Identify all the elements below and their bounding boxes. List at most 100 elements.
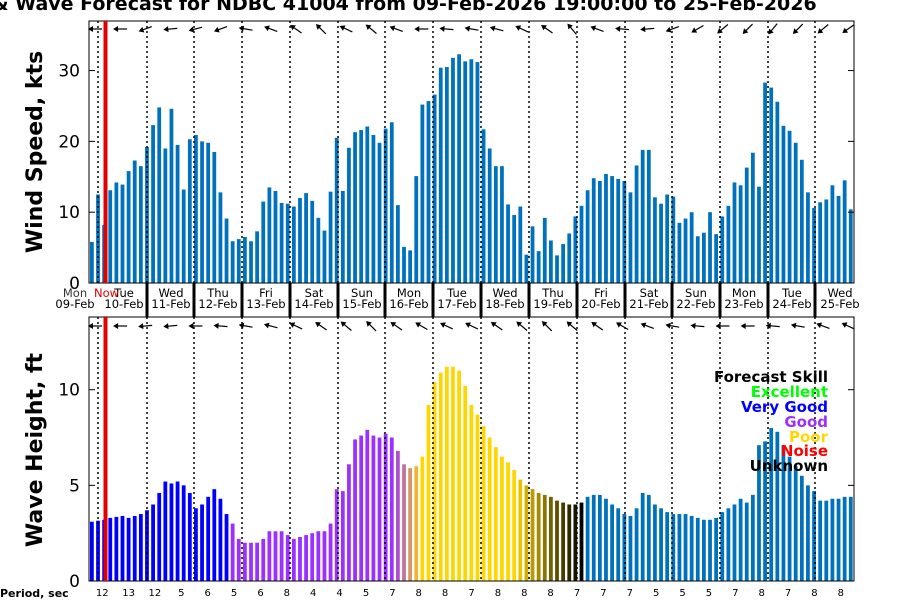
day-of-week-label: Mon [63,286,87,300]
wave-bar [285,535,290,581]
wind-bar [316,217,321,283]
wave-bar [738,498,743,581]
legend-title: Forecast Skill [714,368,828,386]
direction-arrow [389,25,403,32]
wave-bar [310,533,315,581]
direction-arrow [315,321,327,331]
wind-bar [536,251,541,283]
wind-bar [243,236,247,283]
legend-item-noise: Noise [781,442,828,460]
wind-bar [426,101,431,284]
wind-bar [806,192,810,283]
wave-bar [359,435,364,581]
now-marker: Now [94,21,119,581]
wind-bar [383,128,388,283]
period-tick: 8 [442,588,448,599]
wind-bar [291,206,296,283]
wind-bar [757,186,761,283]
period-label: Period, sec [0,587,69,600]
period-tick: 5 [653,588,659,599]
wave-bar [561,502,566,581]
direction-arrow [339,25,353,33]
wave-bar [469,405,474,581]
period-tick: 5 [178,588,184,599]
wind-bar [604,173,608,283]
wave-bar [585,496,590,581]
wind-bar [818,202,823,283]
wave-bar [744,502,749,581]
date-label: 25-Feb [820,297,859,311]
wind-bar [377,142,382,283]
wind-bar [267,187,272,283]
wind-bar [518,206,523,283]
period-tick: 7 [732,588,738,599]
wave-bar [597,494,602,581]
period-tick: 4 [310,588,316,599]
wind-bar [126,171,131,283]
wind-bar [132,160,137,283]
wave-bar [340,491,345,581]
wave-bar [322,531,327,581]
wind-bar [702,232,706,283]
date-label: 20-Feb [581,297,620,311]
direction-arrow [616,322,629,331]
wave-bar [579,502,584,581]
wind-bar [163,148,168,283]
wave-bar [371,435,376,581]
wind-bar [579,205,584,283]
wave-bar [451,366,455,581]
date-label: 17-Feb [437,297,476,311]
wind-bar [432,94,437,283]
wave-bar [787,456,792,581]
direction-arrow [790,322,805,329]
wave-bar [812,491,816,581]
period-tick: 5 [363,588,369,599]
direction-arrow [490,321,503,331]
wave-y-axis-label: Wave Height, ft [23,352,48,547]
period-tick: 5 [679,588,685,599]
day-of-week-label: Fri [259,286,273,300]
wind-bar [408,250,413,283]
wave-bar [108,517,113,581]
direction-arrow [439,25,454,32]
wave-bar [512,470,517,581]
day-of-week-label: Fri [594,286,608,300]
wind-bar [396,205,400,283]
wave-bar [750,494,755,581]
wave-bar [824,500,829,581]
wind-bar [561,244,566,283]
wave-bar [757,445,761,581]
direction-arrow [340,321,352,331]
wind-bar [842,180,847,283]
direction-arrow [138,323,153,330]
wind-bar [744,167,749,283]
wind-bar [799,159,804,283]
wind-bar [444,67,449,283]
wind-bar [555,255,559,283]
direction-arrow [541,24,553,34]
wave-bar [273,531,278,581]
direction-arrow [88,26,102,32]
wave-bar [640,493,645,581]
wave-bar [181,485,186,581]
wave-bar [628,515,633,581]
wind-bar [451,57,455,283]
wind-bar [549,240,553,283]
wave-bar [646,494,651,581]
wave-bar [230,523,235,581]
wave-bar [236,538,241,581]
period-tick: 7 [574,588,580,599]
direction-arrow [263,322,278,329]
wind-bar [830,185,835,283]
direction-arrow [842,24,855,34]
wave-bar [506,462,510,581]
wave-bar [194,508,198,581]
wind-bar [212,152,217,283]
wave-bar [218,498,223,581]
direction-arrow [489,25,504,32]
wind-bar [469,59,474,283]
wind-bar [285,203,290,283]
wave-bar [279,531,284,581]
date-label: 10-Feb [104,297,143,311]
wave-bar [243,542,247,581]
